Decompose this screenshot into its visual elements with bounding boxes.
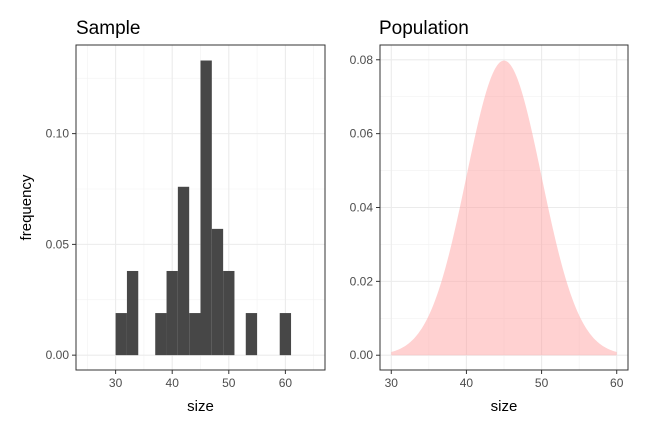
sample-panel: Sample 30 40 50 60 0.00 0.05 0.10 size freque… bbox=[18, 18, 326, 415]
x-tick-label: 30 bbox=[385, 376, 399, 390]
histogram-bar bbox=[155, 313, 167, 356]
y-tick-label: 0.10 bbox=[46, 127, 70, 141]
x-tick-label: 50 bbox=[535, 376, 549, 390]
sample-bars bbox=[115, 60, 292, 356]
x-tick-label: 60 bbox=[610, 376, 624, 390]
x-tick-label: 50 bbox=[222, 376, 236, 390]
population-y-axis: 0.00 0.02 0.04 0.06 0.08 bbox=[350, 53, 380, 362]
y-tick-label: 0.06 bbox=[350, 127, 374, 141]
histogram-bar bbox=[189, 313, 201, 356]
sample-panel-border bbox=[75, 44, 326, 371]
sample-x-axis-label: size bbox=[187, 398, 214, 415]
y-tick-label: 0.00 bbox=[46, 348, 70, 362]
histogram-bar bbox=[200, 60, 212, 356]
population-density-area bbox=[391, 60, 617, 356]
histogram-bar bbox=[211, 228, 224, 356]
y-tick-label: 0.02 bbox=[350, 274, 374, 288]
population-x-axis-label: size bbox=[491, 398, 518, 415]
histogram-bar bbox=[166, 270, 178, 356]
sample-y-axis-label: frequency bbox=[18, 174, 35, 240]
y-tick-label: 0.08 bbox=[350, 53, 374, 67]
y-tick-label: 0.05 bbox=[46, 237, 70, 251]
histogram-bar bbox=[279, 313, 292, 356]
sample-title: Sample bbox=[76, 18, 140, 39]
sample-x-axis: 30 40 50 60 bbox=[109, 370, 292, 390]
x-tick-label: 40 bbox=[460, 376, 474, 390]
x-tick-label: 30 bbox=[109, 376, 123, 390]
x-tick-label: 60 bbox=[279, 376, 293, 390]
histogram-bar bbox=[115, 313, 127, 356]
sample-y-axis: 0.00 0.05 0.10 bbox=[46, 127, 76, 362]
population-title: Population bbox=[379, 18, 469, 39]
histogram-bar bbox=[245, 313, 258, 356]
histogram-bar bbox=[223, 270, 235, 356]
population-panel: Population 30 40 50 60 0.00 0.02 0.04 0.06 0.08… bbox=[350, 18, 629, 415]
y-tick-label: 0.00 bbox=[350, 348, 374, 362]
population-x-axis: 30 40 50 60 bbox=[385, 370, 624, 390]
x-tick-label: 40 bbox=[166, 376, 180, 390]
histogram-bar bbox=[177, 186, 190, 356]
y-tick-label: 0.04 bbox=[350, 201, 374, 215]
histogram-bar bbox=[126, 270, 139, 356]
population-gridlines bbox=[380, 45, 628, 370]
